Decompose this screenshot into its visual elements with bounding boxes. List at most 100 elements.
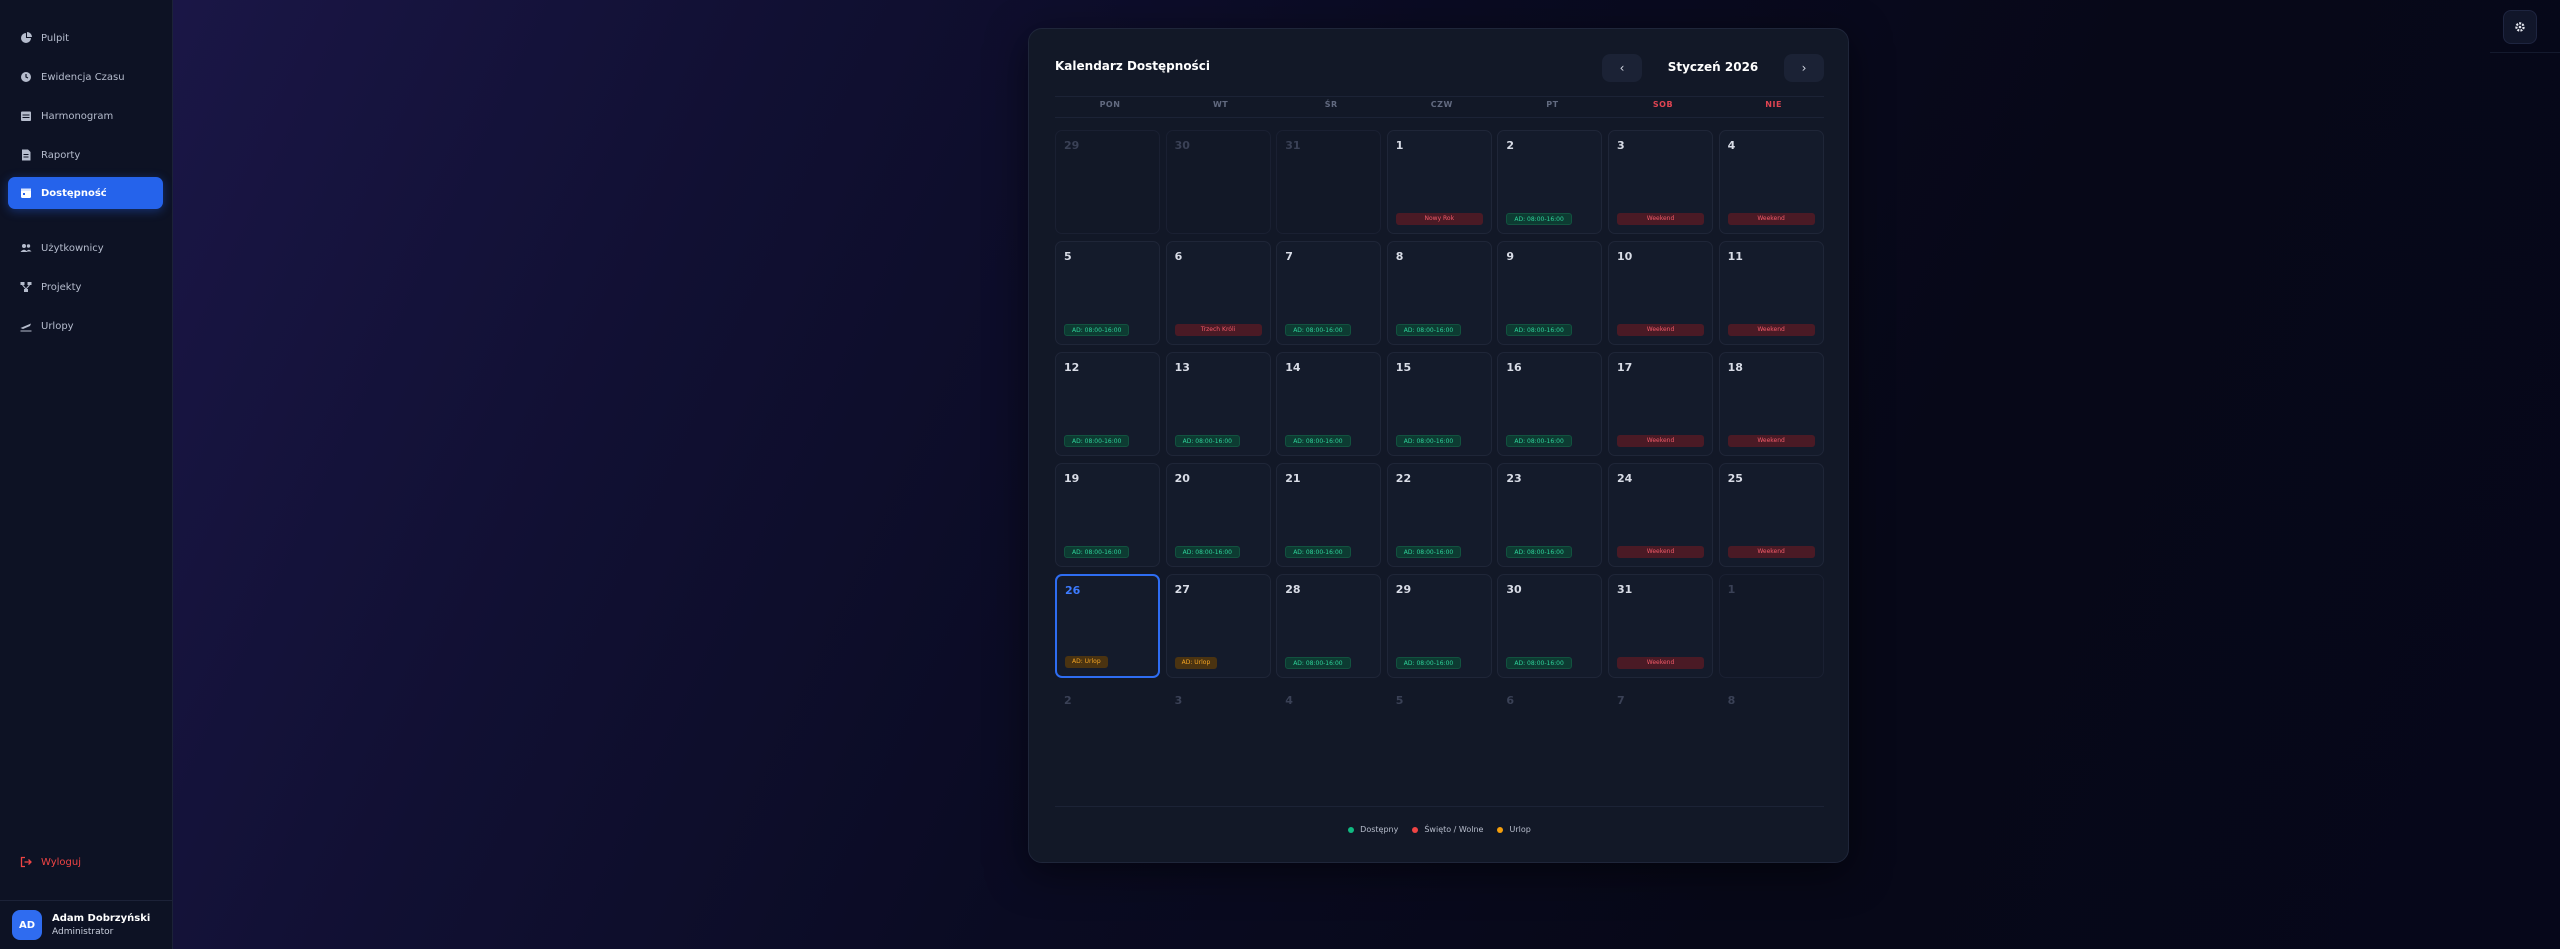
calendar-day[interactable]: 31 Weekend	[1608, 574, 1713, 678]
calendar-day[interactable]: 14 AD: 08:00-16:00	[1276, 352, 1382, 456]
calendar-day[interactable]: 7	[1608, 685, 1713, 789]
calendar-day[interactable]: 29 AD: 08:00-16:00	[1386, 574, 1492, 678]
calendar-day[interactable]: 6	[1497, 685, 1602, 789]
calendar-day[interactable]: 18 Weekend	[1718, 352, 1824, 456]
calendar-title: Kalendarz Dostępności	[1055, 59, 1210, 73]
calendar-day[interactable]: 27 AD: Urlop	[1165, 574, 1271, 678]
calendar-icon	[20, 187, 32, 199]
calendar-day[interactable]: 1	[1718, 574, 1824, 678]
day-number: 29	[1395, 583, 1412, 596]
sidebar-item-label: Harmonogram	[41, 110, 114, 122]
day-number: 7	[1285, 250, 1293, 263]
availability-badge: Trzech Króli	[1174, 324, 1262, 336]
calendar-day[interactable]: 2 AD: 08:00-16:00	[1497, 130, 1603, 234]
weekday-label: PON	[1099, 100, 1121, 109]
availability-badge: Weekend	[1727, 435, 1815, 447]
chart-pie-icon	[20, 32, 32, 44]
calendar-day[interactable]: 29	[1055, 130, 1160, 234]
calendar-day[interactable]: 1 Nowy Rok	[1386, 130, 1492, 234]
calendar-day[interactable]: 25 Weekend	[1718, 463, 1824, 567]
divider	[1055, 117, 1824, 118]
calendar-day-today[interactable]: 26 AD: Urlop	[1055, 574, 1160, 678]
availability-badge: Weekend	[1617, 435, 1704, 447]
calendar-day[interactable]: 30	[1165, 130, 1271, 234]
calendar-day[interactable]: 31	[1276, 130, 1382, 234]
divider	[2490, 52, 2560, 53]
sidebar-item-label: Dostępność	[41, 187, 107, 199]
calendar-day[interactable]: 13 AD: 08:00-16:00	[1165, 352, 1271, 456]
sidebar-item-raporty[interactable]: Raporty	[8, 139, 163, 171]
calendar-day[interactable]: 5 AD: 08:00-16:00	[1055, 241, 1160, 345]
day-number: 25	[1727, 472, 1743, 485]
calendar-day[interactable]: 15 AD: 08:00-16:00	[1386, 352, 1492, 456]
user-profile[interactable]: AD Adam Dobrzyński Administrator	[0, 900, 173, 949]
calendar-day[interactable]: 10 Weekend	[1608, 241, 1713, 345]
calendar-day[interactable]: 22 AD: 08:00-16:00	[1386, 463, 1492, 567]
availability-badge: AD: 08:00-16:00	[1395, 324, 1462, 336]
calendar-day[interactable]: 21 AD: 08:00-16:00	[1276, 463, 1382, 567]
sidebar-item-pulpit[interactable]: Pulpit	[8, 22, 163, 54]
logout-button[interactable]: Wyloguj	[8, 846, 163, 878]
calendar-day[interactable]: 24 Weekend	[1608, 463, 1713, 567]
prev-month-button[interactable]: ‹	[1602, 54, 1642, 82]
sidebar-item-label: Pulpit	[41, 32, 70, 44]
sidebar-item-projekty[interactable]: Projekty	[8, 271, 163, 303]
calendar-legend: Dostępny Święto / Wolne Urlop	[1029, 825, 1850, 834]
divider	[1055, 96, 1824, 97]
sidebar-item-uzytkownicy[interactable]: Użytkownicy	[8, 232, 163, 264]
chevron-left-icon: ‹	[1619, 61, 1625, 75]
calendar-day[interactable]: 5	[1387, 685, 1492, 789]
availability-badge: AD: 08:00-16:00	[1285, 435, 1351, 447]
calendar-day[interactable]: 19 AD: 08:00-16:00	[1055, 463, 1160, 567]
availability-badge: AD: 08:00-16:00	[1395, 546, 1462, 558]
calendar-day[interactable]: 28 AD: 08:00-16:00	[1276, 574, 1382, 678]
sidebar: Pulpit Ewidencja Czasu Harmonogram Rapor…	[0, 0, 173, 949]
calendar-day[interactable]: 8 AD: 08:00-16:00	[1386, 241, 1492, 345]
settings-button[interactable]	[2503, 10, 2537, 44]
calendar-day[interactable]: 20 AD: 08:00-16:00	[1165, 463, 1271, 567]
legend-label: Urlop	[1509, 825, 1531, 834]
day-number: 9	[1506, 250, 1515, 263]
calendar-day[interactable]: 7 AD: 08:00-16:00	[1276, 241, 1382, 345]
day-number: 11	[1727, 250, 1743, 263]
day-number: 1	[1395, 139, 1404, 152]
logout-label: Wyloguj	[41, 856, 81, 868]
calendar-day[interactable]: 9 AD: 08:00-16:00	[1497, 241, 1603, 345]
day-number: 16	[1506, 361, 1522, 374]
next-month-button[interactable]: ›	[1784, 54, 1824, 82]
month-label: Styczeń 2026	[1667, 60, 1759, 74]
day-number: 12	[1064, 361, 1080, 374]
weekday-label: CZW	[1430, 100, 1453, 109]
day-number: 23	[1506, 472, 1522, 485]
availability-badge: AD: 08:00-16:00	[1064, 435, 1130, 447]
availability-badge: AD: 08:00-16:00	[1395, 657, 1462, 669]
sidebar-item-label: Użytkownicy	[41, 242, 104, 254]
calendar-day[interactable]: 17 Weekend	[1608, 352, 1713, 456]
day-number: 4	[1727, 139, 1736, 152]
sidebar-item-harmonogram[interactable]: Harmonogram	[8, 100, 163, 132]
sidebar-item-dostepnosc[interactable]: Dostępność	[8, 177, 163, 209]
calendar-day[interactable]: 3	[1166, 685, 1271, 789]
calendar-day[interactable]: 11 Weekend	[1718, 241, 1824, 345]
availability-badge: AD: 08:00-16:00	[1506, 546, 1572, 558]
calendar-day[interactable]: 23 AD: 08:00-16:00	[1497, 463, 1603, 567]
month-navigation: ‹ Styczeń 2026 ›	[1602, 54, 1824, 82]
calendar-day[interactable]: 12 AD: 08:00-16:00	[1055, 352, 1160, 456]
calendar-day[interactable]: 2	[1055, 685, 1160, 789]
calendar-day[interactable]: 3 Weekend	[1608, 130, 1713, 234]
sidebar-item-ewidencja-czasu[interactable]: Ewidencja Czasu	[8, 61, 163, 93]
availability-badge: AD: 08:00-16:00	[1285, 324, 1351, 336]
calendar-day[interactable]: 30 AD: 08:00-16:00	[1497, 574, 1603, 678]
sidebar-item-label: Raporty	[41, 149, 81, 161]
day-number: 31	[1617, 583, 1633, 596]
calendar-day[interactable]: 16 AD: 08:00-16:00	[1497, 352, 1603, 456]
legend-item: Dostępny	[1348, 825, 1398, 834]
calendar-day[interactable]: 4	[1276, 685, 1381, 789]
sidebar-item-urlopy[interactable]: Urlopy	[8, 310, 163, 342]
calendar-day[interactable]: 8	[1719, 685, 1824, 789]
sidebar-item-label: Ewidencja Czasu	[41, 71, 125, 83]
calendar-day[interactable]: 4 Weekend	[1718, 130, 1824, 234]
availability-badge: AD: 08:00-16:00	[1285, 546, 1351, 558]
day-number: 8	[1727, 694, 1736, 707]
calendar-day[interactable]: 6 Trzech Króli	[1165, 241, 1271, 345]
